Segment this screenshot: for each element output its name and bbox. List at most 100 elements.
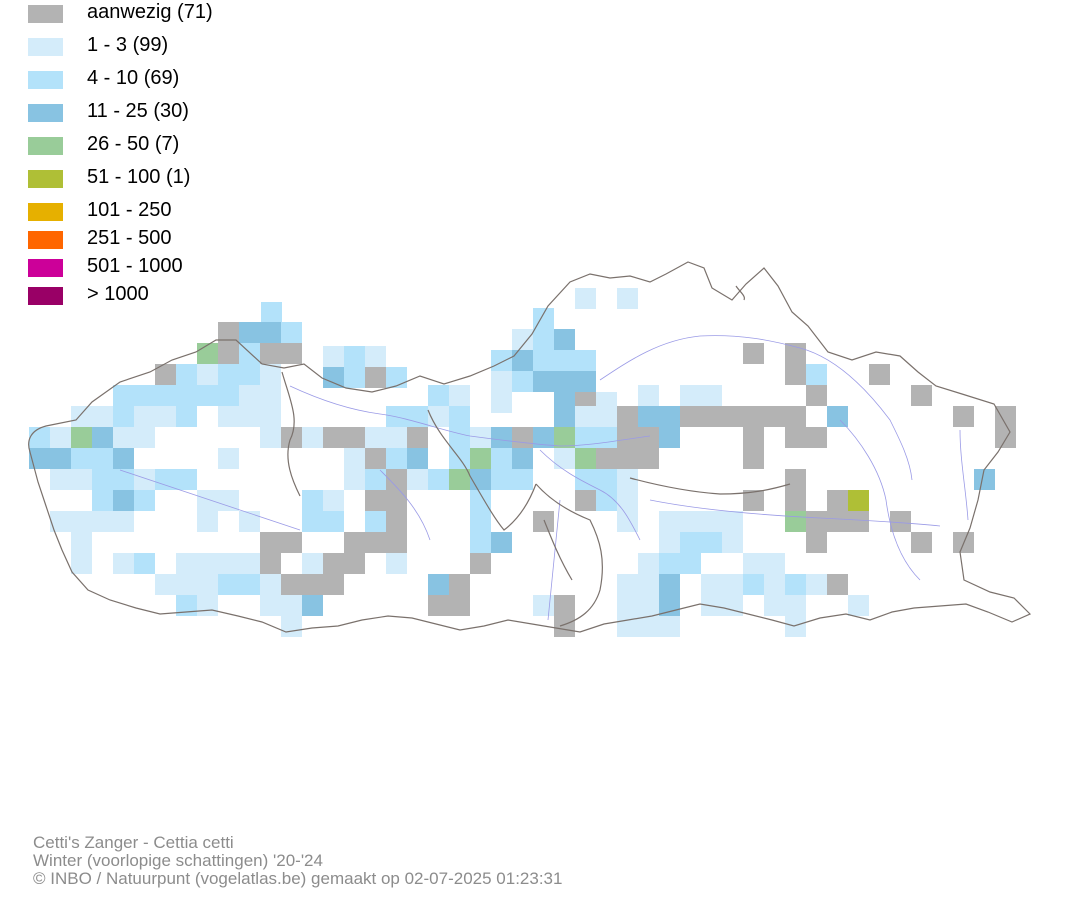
- legend-swatch: [28, 137, 63, 155]
- atlas-square: [764, 574, 785, 595]
- atlas-square: [365, 532, 386, 553]
- atlas-square: [785, 595, 806, 616]
- atlas-square: [71, 448, 92, 469]
- atlas-square: [722, 595, 743, 616]
- atlas-square: [533, 329, 554, 350]
- atlas-square: [869, 364, 890, 385]
- atlas-square: [176, 595, 197, 616]
- atlas-square: [323, 511, 344, 532]
- river-line: [649, 499, 941, 527]
- atlas-square: [302, 490, 323, 511]
- atlas-squares: [29, 288, 1016, 637]
- atlas-square: [512, 448, 533, 469]
- atlas-square: [470, 532, 491, 553]
- atlas-square: [176, 553, 197, 574]
- atlas-square: [239, 553, 260, 574]
- atlas-square: [470, 469, 491, 490]
- atlas-square: [575, 469, 596, 490]
- atlas-square: [806, 364, 827, 385]
- credit-line: © INBO / Natuurpunt (vogelatlas.be) gema…: [33, 869, 563, 888]
- atlas-square: [113, 553, 134, 574]
- river-line: [379, 469, 431, 541]
- river-line: [289, 385, 651, 447]
- atlas-square: [218, 448, 239, 469]
- atlas-square: [323, 553, 344, 574]
- atlas-square: [617, 511, 638, 532]
- atlas-square: [827, 511, 848, 532]
- atlas-square: [365, 469, 386, 490]
- atlas-square: [596, 490, 617, 511]
- atlas-square: [617, 595, 638, 616]
- atlas-square: [365, 490, 386, 511]
- atlas-square: [659, 574, 680, 595]
- atlas-square: [743, 553, 764, 574]
- region-outline: [281, 371, 301, 497]
- atlas-square: [71, 469, 92, 490]
- atlas-square: [449, 595, 470, 616]
- atlas-square: [596, 406, 617, 427]
- atlas-square: [449, 385, 470, 406]
- atlas-square: [743, 490, 764, 511]
- atlas-square: [302, 574, 323, 595]
- atlas-square: [659, 406, 680, 427]
- atlas-square: [113, 448, 134, 469]
- atlas-square: [617, 574, 638, 595]
- atlas-square: [533, 511, 554, 532]
- atlas-square: [995, 427, 1016, 448]
- atlas-square: [113, 385, 134, 406]
- atlas-square: [323, 367, 344, 388]
- legend-swatch: [28, 5, 63, 23]
- atlas-square: [176, 406, 197, 427]
- atlas-square: [470, 553, 491, 574]
- period-label: Winter (voorlopige schattingen) '20-'24: [33, 851, 323, 870]
- atlas-square: [197, 511, 218, 532]
- atlas-square: [386, 367, 407, 388]
- legend-swatch: [28, 203, 63, 221]
- atlas-square: [176, 385, 197, 406]
- atlas-square: [344, 346, 365, 367]
- atlas-square: [239, 574, 260, 595]
- atlas-square: [218, 385, 239, 406]
- atlas-square: [743, 343, 764, 364]
- river-line: [959, 429, 969, 521]
- atlas-square: [281, 322, 302, 343]
- atlas-square: [407, 448, 428, 469]
- atlas-square: [386, 469, 407, 490]
- atlas-square: [911, 385, 932, 406]
- atlas-square: [617, 448, 638, 469]
- atlas-square: [92, 469, 113, 490]
- atlas-square: [722, 574, 743, 595]
- atlas-square: [617, 406, 638, 427]
- atlas-square: [680, 553, 701, 574]
- atlas-square: [722, 406, 743, 427]
- legend-label: 11 - 25 (30): [87, 100, 189, 122]
- river-line: [539, 449, 641, 541]
- atlas-square: [491, 350, 512, 371]
- atlas-square: [197, 385, 218, 406]
- atlas-square: [50, 448, 71, 469]
- atlas-square: [722, 532, 743, 553]
- atlas-square: [323, 427, 344, 448]
- atlas-square: [281, 532, 302, 553]
- atlas-square: [743, 448, 764, 469]
- atlas-square: [848, 490, 869, 511]
- atlas-square: [260, 553, 281, 574]
- atlas-square: [638, 385, 659, 406]
- atlas-square: [239, 511, 260, 532]
- atlas-square: [995, 406, 1016, 427]
- atlas-square: [953, 406, 974, 427]
- atlas-square: [218, 322, 239, 343]
- map-footer: Cetti's Zanger - Cettia cetti Winter (vo…: [33, 834, 562, 888]
- atlas-square: [785, 427, 806, 448]
- atlas-square: [785, 511, 806, 532]
- atlas-square: [365, 367, 386, 388]
- atlas-square: [470, 511, 491, 532]
- atlas-square: [50, 469, 71, 490]
- atlas-square: [155, 574, 176, 595]
- atlas-square: [323, 574, 344, 595]
- atlas-square: [260, 532, 281, 553]
- atlas-square: [134, 490, 155, 511]
- atlas-square: [386, 448, 407, 469]
- atlas-square: [491, 448, 512, 469]
- atlas-square: [617, 490, 638, 511]
